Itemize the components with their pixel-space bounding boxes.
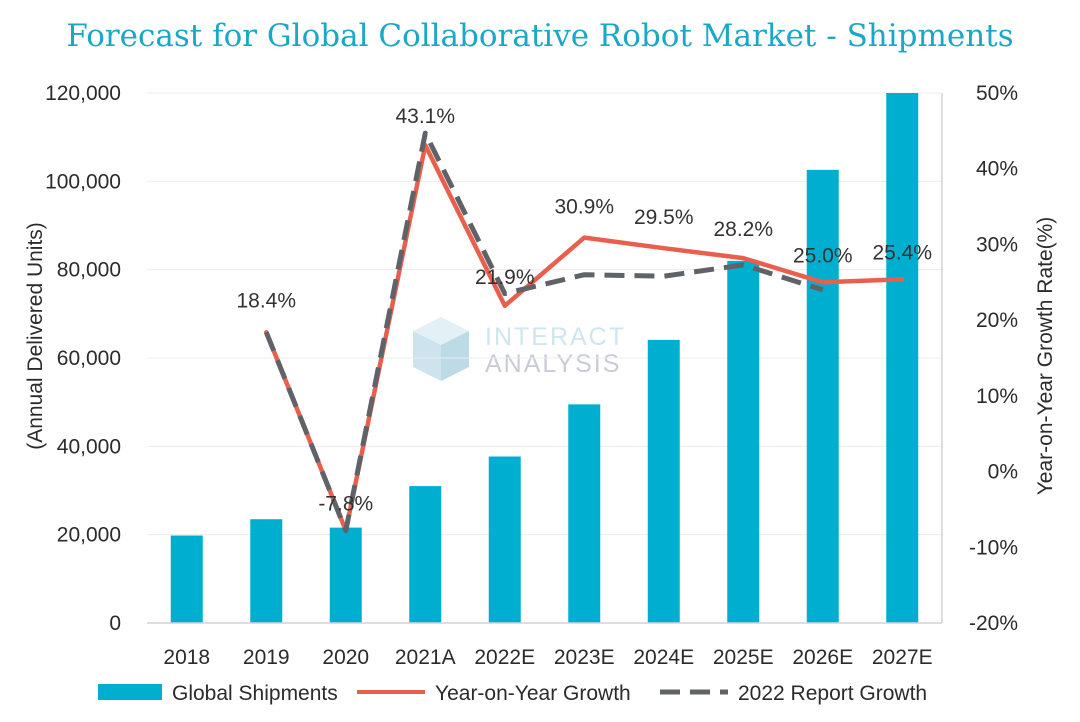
data-label-2020: -7.8% (318, 493, 373, 516)
x-tick-label: 2025E (713, 646, 774, 669)
x-tick-label: 2020 (322, 646, 369, 669)
right-tick-label: 50% (976, 82, 1018, 105)
bars (170, 93, 919, 623)
right-tick-label: 30% (976, 233, 1018, 256)
right-axis-title: Year-on-Year Growth Rate(%) (1034, 217, 1057, 496)
chart-title: Forecast for Global Collaborative Robot … (66, 18, 1013, 54)
x-tick-label: 2023E (554, 646, 615, 669)
watermark-text-top: INTERACT (485, 323, 626, 351)
x-tick-label: 2026E (792, 646, 853, 669)
left-tick-label: 20,000 (57, 524, 121, 547)
x-tick-label: 2018 (163, 646, 210, 669)
x-tick-label: 2022E (474, 646, 535, 669)
right-tick-label: -20% (969, 612, 1018, 635)
report-growth-line (263, 130, 824, 534)
bar-2022e (488, 456, 521, 623)
data-label-2024e: 29.5% (634, 206, 694, 229)
growth-lines (263, 130, 905, 534)
left-tick-labels: 0 20,000 40,000 60,000 80,000 100,000 120,000 (45, 82, 121, 635)
bar-2019 (250, 519, 283, 623)
x-tick-labels: 2018 2019 2020 2021A 2022E 2023E 2024E 2025E 202… (163, 646, 932, 669)
bar-2026e (806, 169, 839, 623)
data-labels: 18.4% -7.8% 43.1% 21.9% 30.9% 29.5% 28.2% 25.0%… (236, 105, 932, 515)
left-tick-label: 100,000 (45, 170, 121, 193)
watermark-text-bottom: ANALYSIS (485, 350, 621, 378)
legend: Global Shipments Year-on-Year Growth 202… (98, 682, 927, 705)
data-label-2019: 18.4% (236, 289, 296, 312)
bar-2024e (647, 339, 680, 623)
right-tick-label: 40% (976, 158, 1018, 181)
bar-2027e (886, 93, 919, 623)
right-tick-label: 10% (976, 385, 1018, 408)
watermark-logo-right-icon (441, 331, 469, 381)
left-tick-label: 120,000 (45, 82, 121, 105)
right-tick-label: 20% (976, 309, 1018, 332)
bar-2023e (568, 404, 601, 623)
left-axis-title: (Annual Delivered Units) (24, 222, 47, 450)
legend-label-report: 2022 Report Growth (738, 682, 927, 705)
data-label-2022e: 21.9% (475, 266, 535, 289)
right-tick-labels: -20% -10% 0% 10% 20% 30% 40% 50% (969, 82, 1018, 635)
legend-bar-swatch (98, 684, 162, 700)
bar-2020 (329, 527, 362, 623)
x-tick-label: 2024E (633, 646, 694, 669)
data-label-2023e: 30.9% (554, 196, 614, 219)
watermark-logo-left-icon (413, 331, 441, 381)
left-tick-label: 80,000 (57, 259, 121, 282)
x-tick-label: 2019 (243, 646, 290, 669)
data-label-2026e: 25.0% (793, 244, 853, 267)
data-label-2027e: 25.4% (872, 241, 932, 264)
right-tick-label: 0% (988, 461, 1018, 484)
bar-2018 (170, 535, 203, 623)
data-label-2021a: 43.1% (395, 105, 455, 128)
watermark: INTERACT ANALYSIS (413, 317, 626, 381)
data-label-2025e: 28.2% (713, 218, 773, 241)
left-tick-label: 60,000 (57, 347, 121, 370)
bar-2021a (409, 486, 442, 623)
x-tick-label: 2021A (395, 646, 456, 669)
left-tick-label: 0 (109, 612, 121, 635)
bar-2025e (727, 260, 760, 623)
legend-label-growth: Year-on-Year Growth (435, 682, 631, 705)
legend-label-shipments: Global Shipments (172, 682, 338, 705)
right-tick-label: -10% (969, 536, 1018, 559)
x-tick-label: 2027E (872, 646, 933, 669)
left-tick-label: 40,000 (57, 435, 121, 458)
